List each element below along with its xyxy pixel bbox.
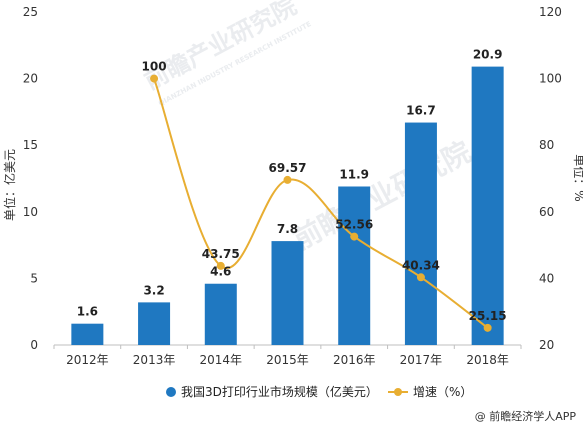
watermark-text: 前瞻产业研究院 [140,0,301,95]
legend-bar-marker [166,387,176,397]
x-tick-label: 2013年 [133,353,176,367]
legend-line-label: 增速（%） [413,385,472,399]
growth-point [350,232,359,241]
bar-value-label: 1.6 [77,305,98,319]
x-tick-label: 2015年 [266,353,309,367]
bar-value-label: 20.9 [473,48,503,62]
axes: 2012年 2013年 2014年 2015年 2016年 2017年 2018年 0 5 10 1… [23,5,562,367]
right-axis-title: 单位：% [572,154,583,201]
growth-value-label: 43.75 [202,247,240,261]
growth-value-label: 25.15 [469,309,507,323]
right-y-tick-label: 100 [539,72,562,86]
left-y-tick-label: 10 [23,205,38,219]
bar [471,66,504,345]
growth-line [153,78,489,329]
right-y-tick-label: 80 [539,138,554,152]
x-tick-label: 2014年 [200,353,243,367]
left-y-tick-label: 25 [23,5,38,19]
bar [204,283,237,345]
bar-value-label: 4.6 [210,265,231,279]
x-tick-label: 2018年 [466,353,509,367]
legend-bar-label: 我国3D打印行业市场规模（亿美元） [181,384,378,399]
growth-point [150,74,159,83]
growth-value-label: 69.57 [269,161,307,175]
data-labels: 1.6 3.2 4.6 7.8 11.9 16.7 20.9 100 43.75 69.57 52.… [77,48,507,323]
source-credit: @ 前瞻经济学人APP [475,409,577,423]
right-y-tick-label: 120 [539,5,562,19]
bar [338,186,371,345]
bar [271,241,304,345]
left-y-tick-label: 20 [23,72,38,86]
bar-value-label: 16.7 [406,104,436,118]
left-y-tick-label: 5 [30,271,38,285]
line-series [150,74,492,332]
growth-point [283,175,292,184]
growth-point [483,323,492,332]
x-tick-label: 2017年 [400,353,443,367]
left-axis-title: 单位：亿美元 [2,149,17,221]
bar-value-label: 7.8 [277,222,298,236]
bar [404,122,437,345]
right-y-tick-label: 60 [539,205,554,219]
bar-series [71,66,504,345]
bar [138,302,171,345]
bar-value-label: 11.9 [339,167,369,181]
growth-value-label: 40.34 [402,258,440,272]
left-y-tick-label: 0 [30,338,38,352]
growth-value-label: 100 [142,60,167,74]
x-tick-label: 2016年 [333,353,376,367]
growth-point [216,261,225,270]
x-tick-label: 2012年 [66,353,109,367]
growth-point [416,273,425,282]
left-y-tick-label: 15 [23,138,38,152]
bar-value-label: 3.2 [143,283,164,297]
legend-line-dot [394,388,402,396]
growth-value-label: 52.56 [335,218,373,232]
right-y-tick-label: 20 [539,338,554,352]
bar [71,323,104,345]
legend: 我国3D打印行业市场规模（亿美元） 增速（%） [166,384,472,399]
right-y-tick-label: 40 [539,271,554,285]
